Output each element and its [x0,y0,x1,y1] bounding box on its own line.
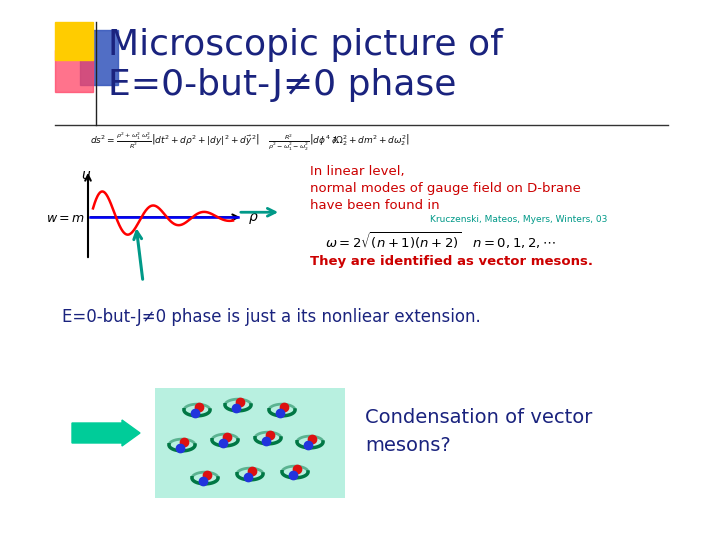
Text: They are identified as vector mesons.: They are identified as vector mesons. [310,255,593,268]
Bar [55,50,93,92]
Bar [55,22,93,60]
Text: Microscopic picture of: Microscopic picture of [108,28,503,62]
Text: Kruczenski, Mateos, Myers, Winters, 03: Kruczenski, Mateos, Myers, Winters, 03 [430,215,608,224]
Text: normal modes of gauge field on D-brane: normal modes of gauge field on D-brane [310,182,581,195]
Text: E=0-but-J≠0 phase is just a its nonliear extension.: E=0-but-J≠0 phase is just a its nonliear… [62,308,481,326]
Text: $\rho$: $\rho$ [248,211,258,226]
Text: Condensation of vector
mesons?: Condensation of vector mesons? [365,408,593,455]
Bar [80,30,118,85]
Text: In linear level,: In linear level, [310,165,405,178]
Text: $ds^2 = \frac{\rho^2 + \omega_1^2\; \omega_2^2}{R^2}\left| dt^2 + d\rho^2 + |dy|: $ds^2 = \frac{\rho^2 + \omega_1^2\; \ome… [90,131,410,153]
Text: $\omega = 2\sqrt{(n+1)(n+2)}\quad n = 0, 1, 2, \cdots$: $\omega = 2\sqrt{(n+1)(n+2)}\quad n = 0,… [325,230,557,251]
Text: E=0-but-J≠0 phase: E=0-but-J≠0 phase [108,68,456,102]
Text: $u$: $u$ [81,168,91,182]
FancyArrow shape [72,420,140,446]
Text: have been found in: have been found in [310,199,440,212]
Bar [155,388,345,498]
Text: $w = m$: $w = m$ [46,212,85,225]
